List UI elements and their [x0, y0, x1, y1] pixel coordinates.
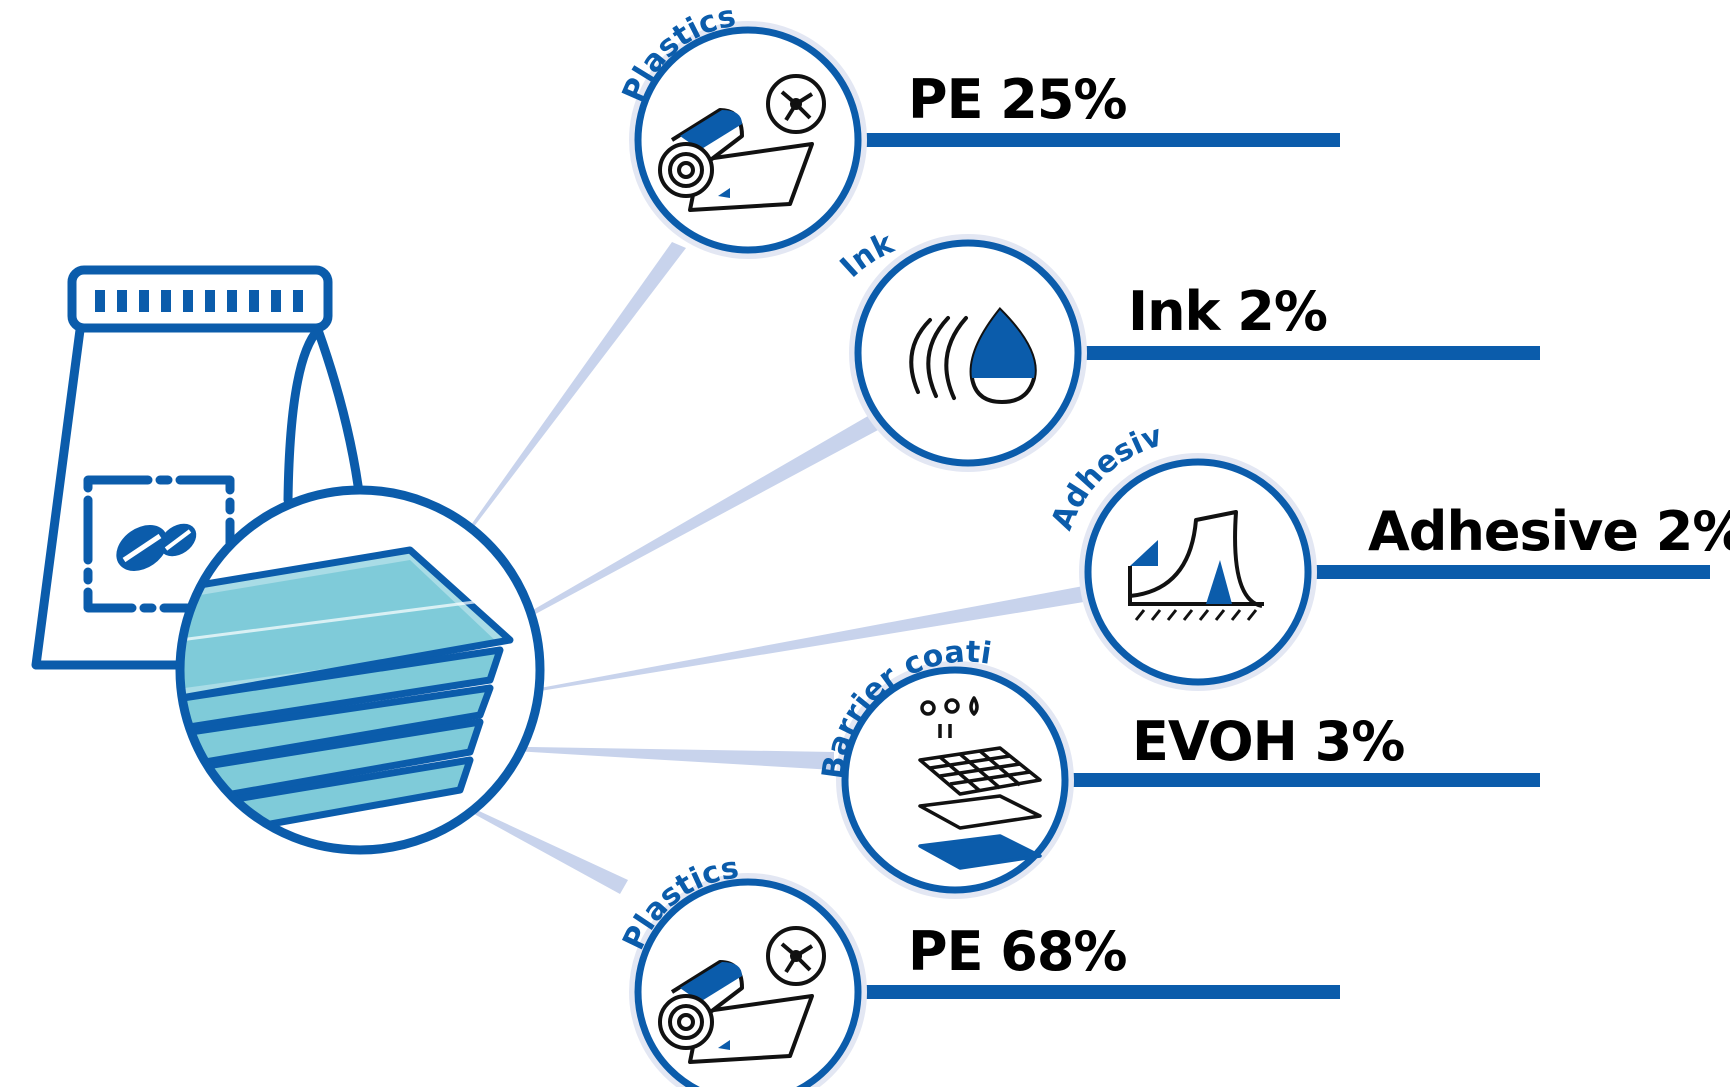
material-label-adhesive: Adhesive 2%: [1368, 500, 1730, 563]
material-label-plastics-top: PE 25%: [908, 68, 1127, 131]
barrier-layers-icon: [918, 696, 1042, 870]
layer-circle-plastics-top: [629, 21, 867, 259]
label-lines: [858, 133, 1710, 999]
bag-zip-marks: [95, 290, 303, 312]
layer-circle-barrier: [836, 661, 1074, 899]
ink-drop-icon: [909, 307, 1037, 405]
connector-adhesive: [412, 584, 1096, 712]
material-label-barrier: EVOH 3%: [1132, 710, 1404, 773]
adhesive-peel-icon: [1128, 510, 1264, 621]
connector-plastics-top: [412, 242, 686, 608]
coffee-bean-icon: [116, 523, 197, 571]
layer-circle-ink: [849, 234, 1087, 472]
layered-film-magnifier-icon: [175, 485, 545, 855]
layer-circle-plastics-bottom: [629, 873, 867, 1087]
material-label-ink: Ink 2%: [1128, 280, 1327, 343]
layer-circle-adhesive: [1079, 453, 1317, 691]
material-label-plastics-bottom: PE 68%: [908, 920, 1127, 983]
plastic-film-roll-icon: [658, 926, 826, 1064]
plastic-film-roll-icon: [658, 74, 826, 212]
